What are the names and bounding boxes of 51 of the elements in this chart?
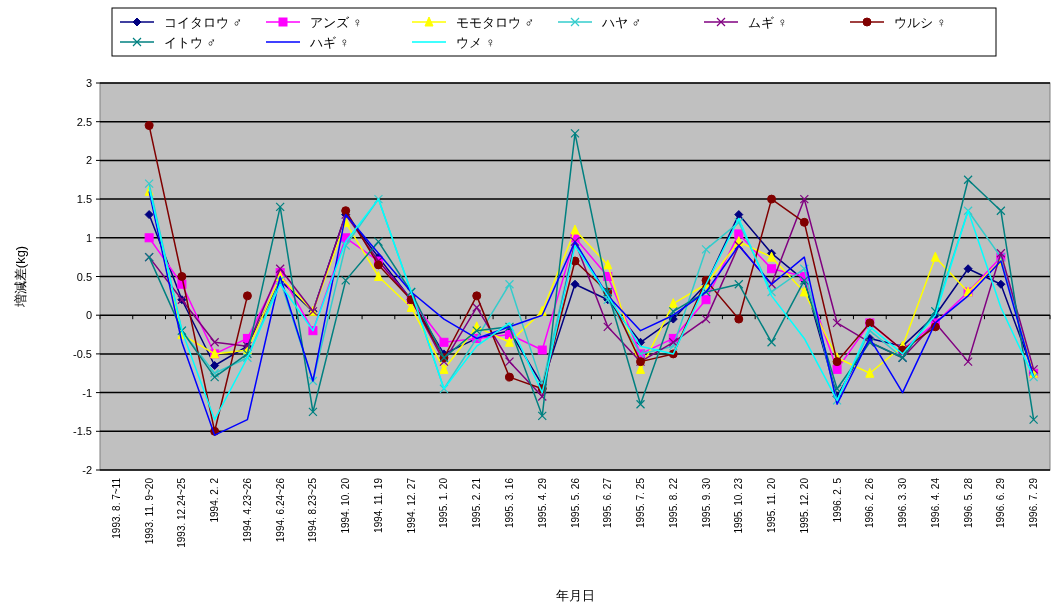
x-tick-label: 1995. 2. 21	[471, 477, 483, 529]
x-tick-label: 1995. 1. 20	[438, 477, 450, 529]
y-tick-label: 1	[85, 231, 92, 244]
x-tick-label: 1994. 12. 27	[405, 477, 417, 534]
y-tick-label: -1	[82, 386, 92, 399]
legend-label: モモタロウ ♂	[456, 15, 535, 30]
legend-label: ハヤ ♂	[601, 15, 642, 30]
x-tick-label: 1995. 8. 22	[667, 477, 679, 529]
y-tick-label: 2.5	[76, 115, 92, 128]
x-tick-label: 1994. 8.23~25	[307, 477, 319, 543]
y-tick-label: 0	[85, 309, 92, 322]
y-tick-label: -1.5	[73, 425, 92, 438]
x-tick-label: 1995. 10. 23	[733, 477, 745, 534]
y-tick-label: 0.5	[76, 270, 92, 283]
y-axis-title: 増減差(kg)	[13, 245, 28, 309]
x-tick-label: 1994. 2. 2	[209, 477, 221, 523]
legend-label: ムギ ♀	[748, 15, 788, 30]
x-tick-label: 1996. 3. 30	[897, 477, 909, 529]
y-tick-label: 2	[85, 154, 92, 167]
x-tick-label: 1995. 9. 30	[700, 477, 712, 529]
x-tick-label: 1996. 6. 29	[995, 477, 1007, 529]
legend-label: ハギ ♀	[309, 35, 350, 50]
x-axis-title: 年月日	[555, 588, 595, 603]
x-tick-label: 1995. 6. 27	[602, 477, 614, 529]
x-tick-label: 1995. 4. 29	[536, 477, 548, 529]
x-tick-label: 1995. 5. 26	[569, 477, 581, 529]
x-tick-label: 1996. 2. 26	[864, 477, 876, 529]
x-tick-label: 1996. 4. 24	[929, 477, 941, 529]
x-tick-label: 1994. 6.24~26	[274, 477, 286, 543]
x-tick-label: 1994. 10. 20	[340, 477, 352, 534]
legend-label: ウメ ♀	[456, 35, 496, 50]
x-tick-label: 1996. 5. 28	[962, 477, 974, 529]
legend-label: ウルシ ♀	[894, 15, 947, 30]
legend-label: アンズ ♀	[310, 15, 363, 30]
legend-label: イトウ ♂	[164, 35, 217, 50]
x-tick-label: 1995. 7. 25	[635, 477, 647, 529]
y-tick-label: 3	[85, 77, 92, 89]
x-tick-label: 1995. 3. 16	[503, 477, 515, 529]
x-tick-label: 1994. 4.23~26	[241, 477, 253, 543]
x-tick-label: 1993. 11. 9~20	[143, 477, 155, 545]
y-tick-label: -0.5	[73, 347, 92, 360]
x-tick-label: 1995. 11. 20	[766, 477, 778, 533]
x-tick-label: 1993. 12.24~25	[176, 477, 188, 548]
x-tick-label: 1994. 11. 19	[372, 477, 384, 533]
x-tick-label: 1993. 8. 7~11	[110, 477, 122, 539]
x-tick-label: 1996. 7. 29	[1028, 477, 1040, 529]
x-tick-label: 1996. 2. 5	[831, 477, 843, 523]
legend-label: コイタロウ ♂	[164, 15, 243, 30]
y-tick-label: -2	[82, 464, 92, 476]
x-tick-label: 1995. 12. 20	[798, 477, 810, 534]
y-tick-label: 1.5	[76, 193, 92, 206]
